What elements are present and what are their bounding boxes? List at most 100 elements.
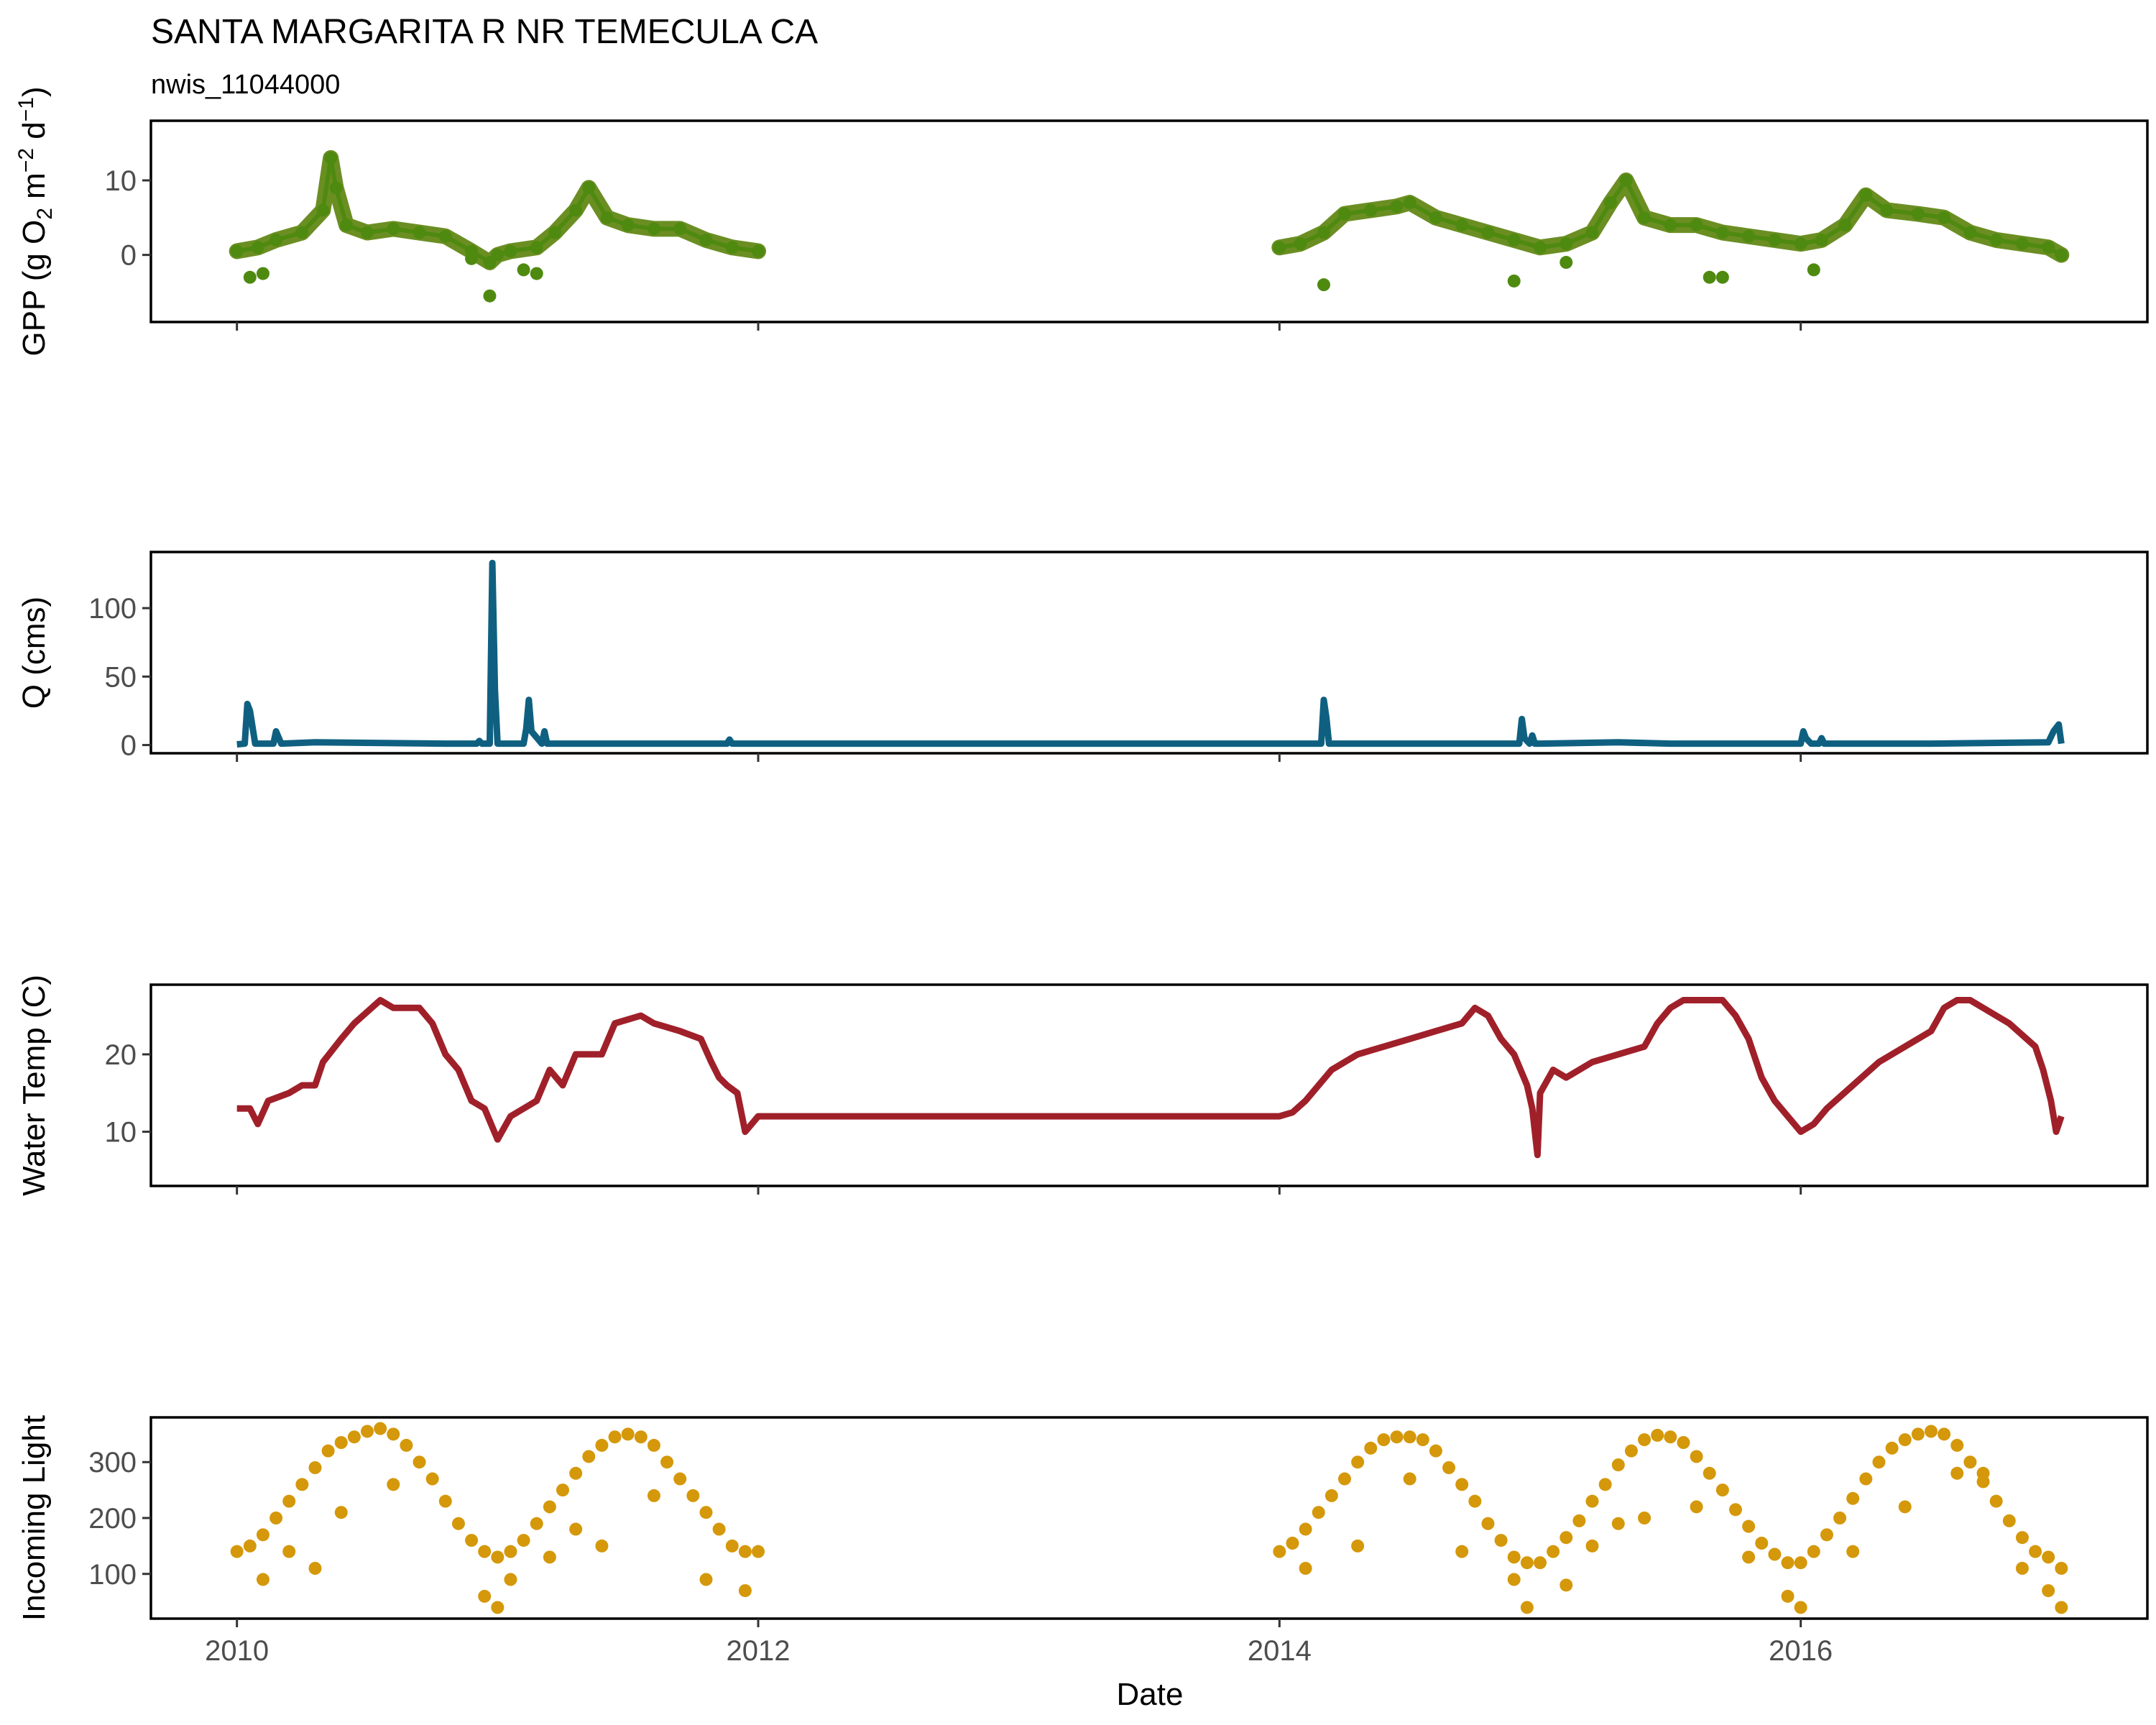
light-point: [1273, 1545, 1286, 1558]
gpp-point: [1403, 196, 1416, 210]
gpp-point: [1619, 173, 1633, 187]
gpp-point: [1911, 207, 1925, 221]
gpp-point: [1294, 237, 1307, 251]
light-point: [686, 1489, 700, 1502]
gpp-point: [295, 226, 309, 239]
light-point: [1781, 1589, 1795, 1603]
gpp-point: [465, 252, 479, 265]
y-axis-title-part: ): [17, 86, 52, 97]
gpp-point: [517, 263, 530, 277]
light-point: [1390, 1430, 1404, 1444]
light-point: [621, 1427, 635, 1441]
panel-1: 0 10 GPP (g O2 m−2 d−1): [14, 86, 2149, 356]
light-point: [647, 1489, 660, 1502]
gpp-point: [1638, 211, 1651, 224]
gpp-point: [1337, 207, 1351, 221]
light-point: [1611, 1458, 1625, 1472]
light-point: [1950, 1466, 1964, 1480]
light-point: [2042, 1584, 2055, 1598]
light-point: [556, 1484, 570, 1497]
light-point: [1715, 1484, 1729, 1497]
light-point: [517, 1534, 530, 1547]
light-point: [1728, 1503, 1742, 1517]
light-point: [1560, 1578, 1573, 1592]
light-point: [738, 1584, 752, 1598]
gpp-point: [1585, 226, 1599, 239]
light-point: [334, 1506, 348, 1519]
gpp-point: [413, 226, 426, 239]
light-point: [1507, 1550, 1521, 1564]
light-point: [699, 1506, 713, 1519]
light-point: [1520, 1556, 1534, 1570]
panel-4: 100 200 300 2010 2012 2014 2016 Incoming Light: [17, 1415, 2149, 1667]
gpp-point: [600, 211, 614, 224]
light-point: [1364, 1441, 1378, 1455]
light-point: [374, 1422, 387, 1435]
light-point: [1325, 1489, 1338, 1502]
light-point: [1950, 1438, 1964, 1452]
panel-frame: [149, 119, 2149, 323]
light-point: [738, 1545, 752, 1558]
light-point: [282, 1494, 296, 1508]
gpp-point: [1715, 226, 1729, 239]
gpp-point: [256, 267, 270, 280]
light-point: [1911, 1427, 1925, 1441]
gpp-point: [752, 244, 765, 258]
light-point: [478, 1545, 492, 1558]
light-point: [1677, 1436, 1690, 1449]
gpp-point: [1317, 278, 1330, 292]
light-point: [582, 1450, 596, 1463]
light-point: [1585, 1494, 1599, 1508]
light-point: [699, 1573, 713, 1586]
light-point: [256, 1528, 270, 1542]
gpp-point: [1481, 226, 1495, 239]
light-point: [647, 1438, 660, 1452]
light-point: [1337, 1472, 1351, 1486]
gpp-point: [699, 233, 713, 247]
gpp-point: [1390, 200, 1404, 213]
y-axis-title-part: m: [17, 172, 52, 208]
gpp-point: [1603, 196, 1617, 210]
panel-frame: [149, 551, 2149, 755]
data-layer: [230, 1422, 2068, 1614]
panel-3: 10 20 Water Temp (C): [17, 975, 2149, 1196]
light-point: [2015, 1562, 2029, 1575]
light-point: [1299, 1522, 1312, 1536]
gpp-point: [1507, 233, 1521, 247]
light-point: [2029, 1545, 2042, 1558]
gpp-point: [361, 226, 374, 239]
light-point: [1416, 1433, 1429, 1447]
gpp-point: [243, 270, 257, 284]
light-point: [725, 1539, 739, 1552]
gpp-point: [504, 244, 517, 258]
y-tick-label: 300: [88, 1447, 137, 1478]
light-point: [334, 1436, 348, 1449]
light-point: [1768, 1547, 1782, 1561]
light-point: [1312, 1506, 1325, 1519]
light-point: [1938, 1427, 1951, 1441]
light-point: [1611, 1517, 1625, 1530]
light-point: [2055, 1562, 2068, 1575]
light-point: [1638, 1433, 1651, 1447]
panels: 0 10 GPP (g O2 m−2 d−1) 0 50 100 Q (cms) 10 20 Wa…: [14, 86, 2149, 1667]
light-point: [1572, 1514, 1586, 1527]
gpp-point: [230, 244, 244, 258]
y-tick-label: 100: [88, 593, 137, 625]
light-point: [243, 1539, 257, 1552]
gpp-line: [1279, 176, 2063, 257]
light-point: [1377, 1433, 1391, 1447]
light-point: [1547, 1545, 1560, 1558]
light-point: [308, 1461, 322, 1474]
gpp-point: [438, 229, 452, 243]
light-point: [1455, 1478, 1469, 1491]
y-axis-title: Water Temp (C): [17, 975, 52, 1196]
light-point: [1742, 1519, 1756, 1533]
y-axis-title: Q (cms): [17, 597, 52, 709]
gpp-point: [483, 289, 497, 303]
light-point: [660, 1455, 674, 1469]
data-layer: [236, 559, 2065, 748]
gpp-point: [1364, 203, 1378, 217]
light-point: [1598, 1478, 1612, 1491]
light-point: [1403, 1472, 1416, 1486]
